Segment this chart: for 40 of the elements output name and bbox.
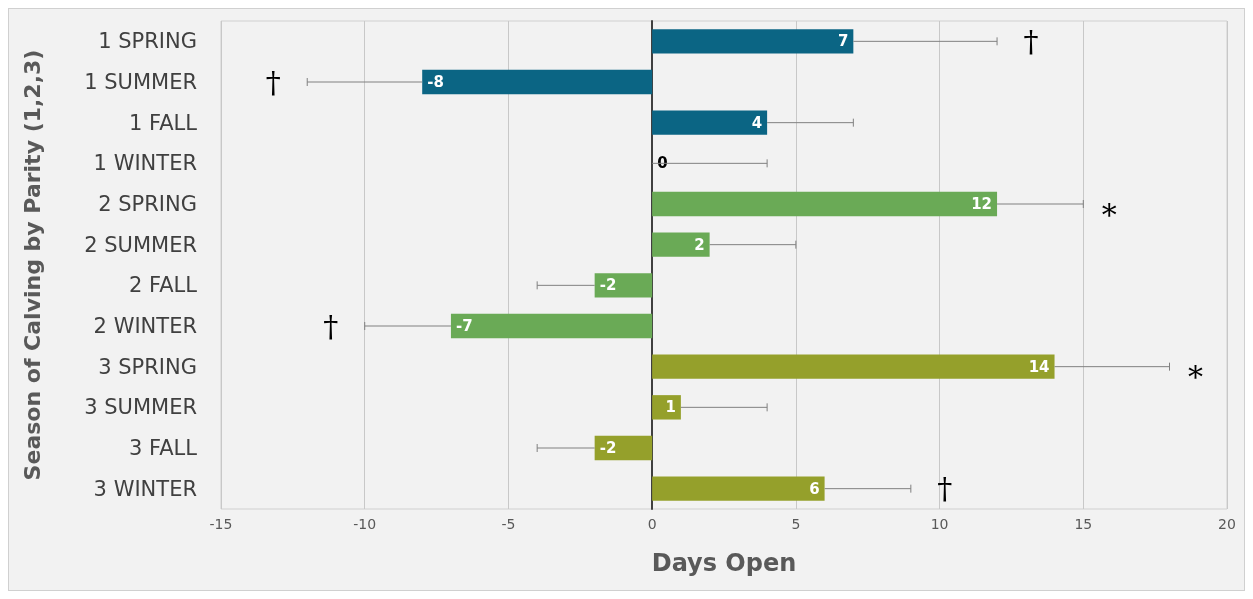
y-tick-label: 3 WINTER [93,476,197,501]
y-tick-label: 2 FALL [129,273,198,298]
data-label: -8 [427,73,444,91]
x-tick-label: 5 [791,516,801,532]
data-label: -2 [599,439,617,457]
y-tick-label: 1 SUMMER [84,70,197,94]
y-axis-title: Season of Calving by Parity (1,2,3) [19,49,45,481]
data-label: 7 [837,32,849,51]
y-tick-label: 1 WINTER [93,151,197,176]
y-tick-label: 2 SUMMER [84,232,197,257]
annotation: † [323,308,339,344]
x-tick-label: -5 [501,516,516,532]
x-tick-label: 20 [1218,516,1236,532]
x-tick-label: 15 [1074,516,1093,532]
data-label: 6 [809,479,820,498]
data-label: 2 [694,235,705,254]
annotation: * [1101,196,1117,232]
y-tick-label: 1 FALL [129,110,198,135]
y-tick-label: 2 WINTER [93,314,197,338]
data-label: 4 [751,113,763,132]
annotation: * [1188,359,1204,395]
y-tick-label: 3 SPRING [98,354,197,379]
annotation: † [265,64,281,100]
annotation: † [1023,23,1039,59]
data-label: 1 [665,398,676,417]
x-tick-label: 10 [930,516,949,532]
x-axis-title: Days Open [651,549,797,577]
annotation: † [937,471,953,507]
y-tick-label: 1 SPRING [98,29,197,54]
y-tick-label: 3 SUMMER [84,395,197,420]
x-tick-label: 0 [647,516,657,532]
data-label: -7 [455,317,473,335]
x-tick-label: -15 [209,516,233,532]
data-label: -2 [599,276,617,295]
data-label: 0 [657,154,668,173]
data-label: 14 [1028,357,1050,376]
x-tick-label: -10 [353,516,377,532]
y-tick-label: 2 SPRING [98,192,197,216]
data-label: 12 [971,195,993,213]
y-tick-label: 3 FALL [129,436,198,460]
